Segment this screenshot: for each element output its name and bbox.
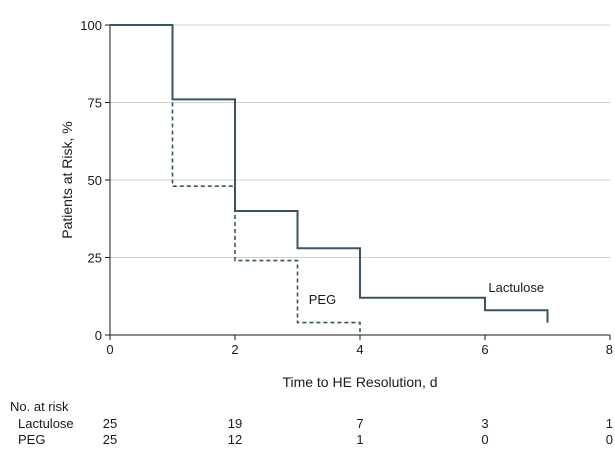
risk-table: No. at risk Lactulose PEG 25 19 7 3 125 12 1 0 0 bbox=[10, 399, 613, 447]
x-tick-label: 4 bbox=[356, 342, 363, 357]
series-peg-line bbox=[110, 24, 361, 335]
series-lactulose-line bbox=[110, 24, 549, 323]
curve-label-lactulose: Lactulose bbox=[488, 280, 544, 295]
y-tick-label: 0 bbox=[95, 328, 102, 343]
risk-value: 25 bbox=[103, 432, 117, 447]
x-tick-label: 6 bbox=[481, 342, 488, 357]
risk-row-label: Lactulose bbox=[18, 416, 74, 431]
risk-value: 1 bbox=[606, 416, 613, 431]
risk-table-title: No. at risk bbox=[10, 399, 69, 414]
risk-value: 0 bbox=[606, 432, 613, 447]
risk-value: 12 bbox=[228, 432, 242, 447]
y-tick-label: 50 bbox=[88, 173, 102, 188]
y-tick-label: 25 bbox=[88, 251, 102, 266]
ticks: 0 25 50 75 100 0 2 4 6 8 bbox=[80, 18, 613, 357]
risk-value: 0 bbox=[481, 432, 488, 447]
risk-value: 25 bbox=[103, 416, 117, 431]
risk-value: 19 bbox=[228, 416, 242, 431]
y-tick-label: 100 bbox=[80, 18, 102, 33]
curve-label-peg: PEG bbox=[309, 292, 336, 307]
series-group bbox=[110, 24, 549, 335]
risk-value: 7 bbox=[356, 416, 363, 431]
y-axis-title: Patients at Risk, % bbox=[59, 121, 75, 239]
risk-row-label: PEG bbox=[18, 432, 45, 447]
risk-value: 3 bbox=[481, 416, 488, 431]
x-axis-title: Time to HE Resolution, d bbox=[282, 374, 437, 390]
x-tick-label: 0 bbox=[106, 342, 113, 357]
x-tick-label: 8 bbox=[606, 342, 613, 357]
curve-labels: Lactulose PEG bbox=[309, 280, 544, 307]
risk-value: 1 bbox=[356, 432, 363, 447]
grid bbox=[110, 24, 610, 258]
y-tick-label: 75 bbox=[88, 96, 102, 111]
x-tick-label: 2 bbox=[231, 342, 238, 357]
